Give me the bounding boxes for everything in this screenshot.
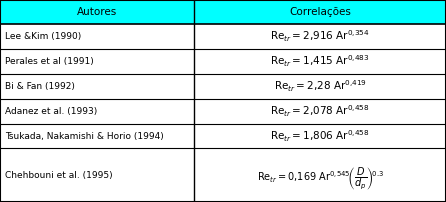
Text: Bi & Fan (1992): Bi & Fan (1992) <box>5 82 75 91</box>
Text: Lee &Kim (1990): Lee &Kim (1990) <box>5 32 82 41</box>
Text: Chehbouni et al. (1995): Chehbouni et al. (1995) <box>5 171 113 180</box>
Text: Adanez et al. (1993): Adanez et al. (1993) <box>5 107 98 116</box>
Text: $\mathrm{Re}_{tr} = 2{,}28\ \mathrm{Ar}^{0{,}419}$: $\mathrm{Re}_{tr} = 2{,}28\ \mathrm{Ar}^… <box>273 79 367 94</box>
Text: $\mathrm{Re}_{tr} = 0{,}169\ \mathrm{Ar}^{0{,}545}\!\left(\dfrac{D}{d_p}\right)^: $\mathrm{Re}_{tr} = 0{,}169\ \mathrm{Ar}… <box>256 166 384 192</box>
Text: Autores: Autores <box>77 7 117 17</box>
Text: Tsukada, Nakamishi & Horio (1994): Tsukada, Nakamishi & Horio (1994) <box>5 132 164 141</box>
Text: Perales et al (1991): Perales et al (1991) <box>5 57 94 66</box>
Text: Correlações: Correlações <box>289 7 351 17</box>
Text: $\mathrm{Re}_{tr} = 2{,}078\ \mathrm{Ar}^{0{,}458}$: $\mathrm{Re}_{tr} = 2{,}078\ \mathrm{Ar}… <box>270 103 370 119</box>
Text: $\mathrm{Re}_{tr} = 1{,}415\ \mathrm{Ar}^{0{,}483}$: $\mathrm{Re}_{tr} = 1{,}415\ \mathrm{Ar}… <box>270 54 370 69</box>
Bar <box>0 0 446 24</box>
Text: $\mathrm{Re}_{tr} = 1{,}806\ \mathrm{Ar}^{0{,}458}$: $\mathrm{Re}_{tr} = 1{,}806\ \mathrm{Ar}… <box>270 128 370 144</box>
Text: $\mathrm{Re}_{tr} = 2{,}916\ \mathrm{Ar}^{0{,}354}$: $\mathrm{Re}_{tr} = 2{,}916\ \mathrm{Ar}… <box>270 29 370 44</box>
